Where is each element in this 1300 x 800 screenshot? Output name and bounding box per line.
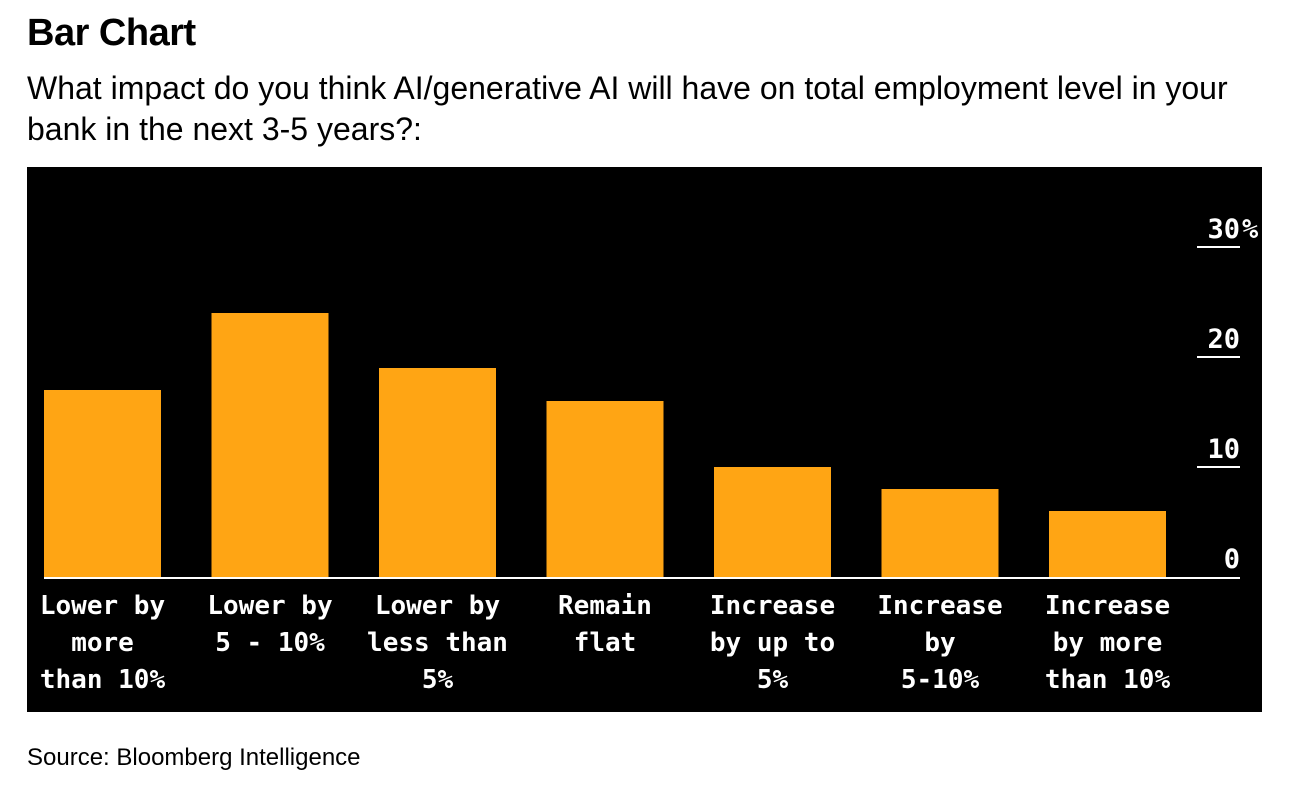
bar-chart: 0 10 20 30 % Lower by more than 10% Lower by 5 - … bbox=[40, 214, 1259, 695]
bar-3 bbox=[379, 368, 496, 577]
bar-4 bbox=[546, 401, 664, 577]
bar-2 bbox=[211, 313, 329, 577]
category-label-2: Lower by 5 - 10% bbox=[207, 591, 332, 658]
category-label-1: Lower by more than 10% bbox=[40, 591, 166, 695]
y-tick-label-20: 20 bbox=[1207, 324, 1240, 355]
bar-5 bbox=[714, 467, 831, 577]
y-unit-label: % bbox=[1242, 214, 1259, 245]
chart-title: What impact do you think AI/generative A… bbox=[27, 70, 1228, 147]
y-tick-label-10: 10 bbox=[1207, 434, 1240, 465]
category-label-7: Increase by more than 10% bbox=[1045, 591, 1171, 695]
chart-heading: Bar Chart bbox=[27, 12, 196, 54]
chart-panel: 0 10 20 30% Lower by more than 10% Lower by 5 - … bbox=[27, 167, 1262, 712]
y-tick-label-30: 30 bbox=[1207, 214, 1240, 245]
bar-7 bbox=[1049, 511, 1166, 577]
category-label-4: Remain flat bbox=[558, 591, 652, 658]
source-note: Source: Bloomberg Intelligence bbox=[27, 744, 361, 771]
category-label-6: Increase by 5-10% bbox=[877, 591, 1002, 695]
y-tick-label-0: 0 bbox=[1224, 544, 1240, 575]
category-label-5: Increase by up to 5% bbox=[710, 591, 835, 695]
bar-6 bbox=[881, 489, 999, 577]
category-label-3: Lower by less than 5% bbox=[367, 591, 508, 695]
bar-1 bbox=[44, 390, 161, 577]
